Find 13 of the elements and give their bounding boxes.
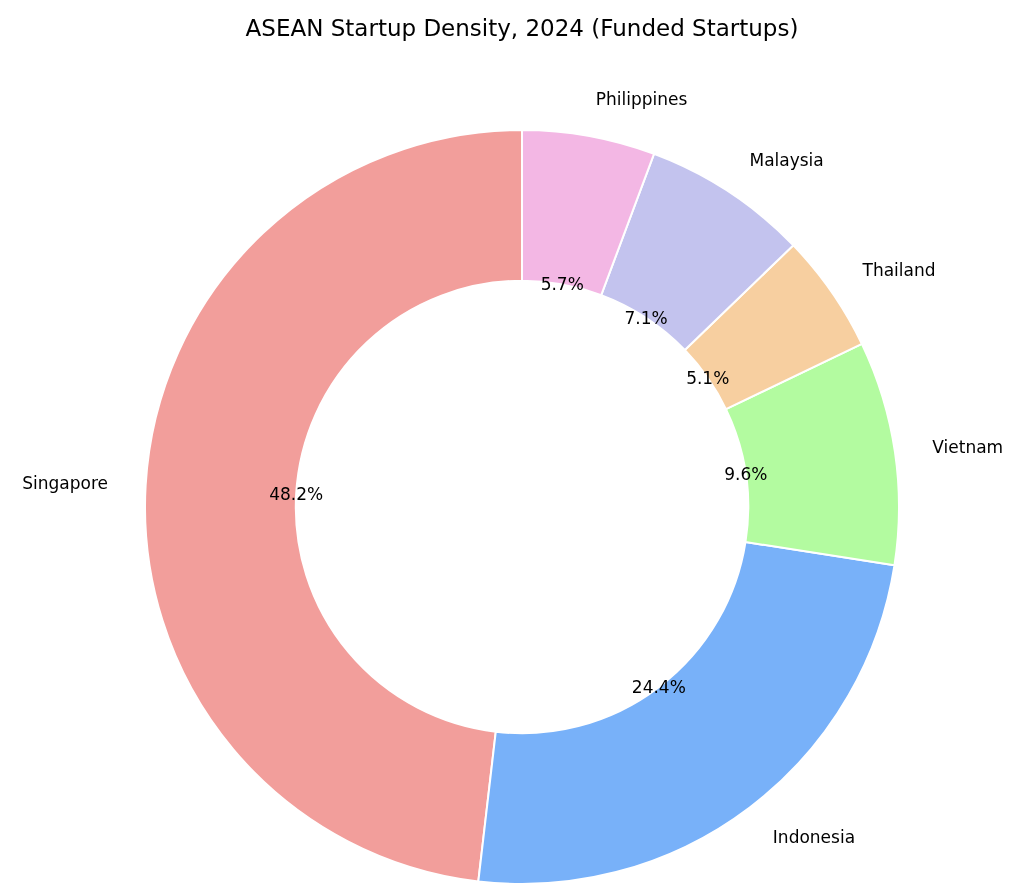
data-label: 9.6% (724, 464, 768, 485)
data-label: 48.2% (269, 483, 324, 504)
data-label: 5.1% (686, 367, 730, 388)
slice-label: Singapore (22, 472, 108, 493)
slice-label: Thailand (861, 260, 936, 281)
slice-label: Indonesia (772, 827, 856, 848)
data-label: 5.7% (540, 274, 584, 295)
slice-label: Vietnam (932, 436, 1004, 457)
data-label: 24.4% (631, 677, 686, 698)
data-label: 7.1% (624, 307, 668, 328)
slice-label: Philippines (595, 88, 688, 109)
chart-title: ASEAN Startup Density, 2024 (Funded Startups) (245, 15, 799, 41)
slice-label: Malaysia (749, 150, 824, 171)
